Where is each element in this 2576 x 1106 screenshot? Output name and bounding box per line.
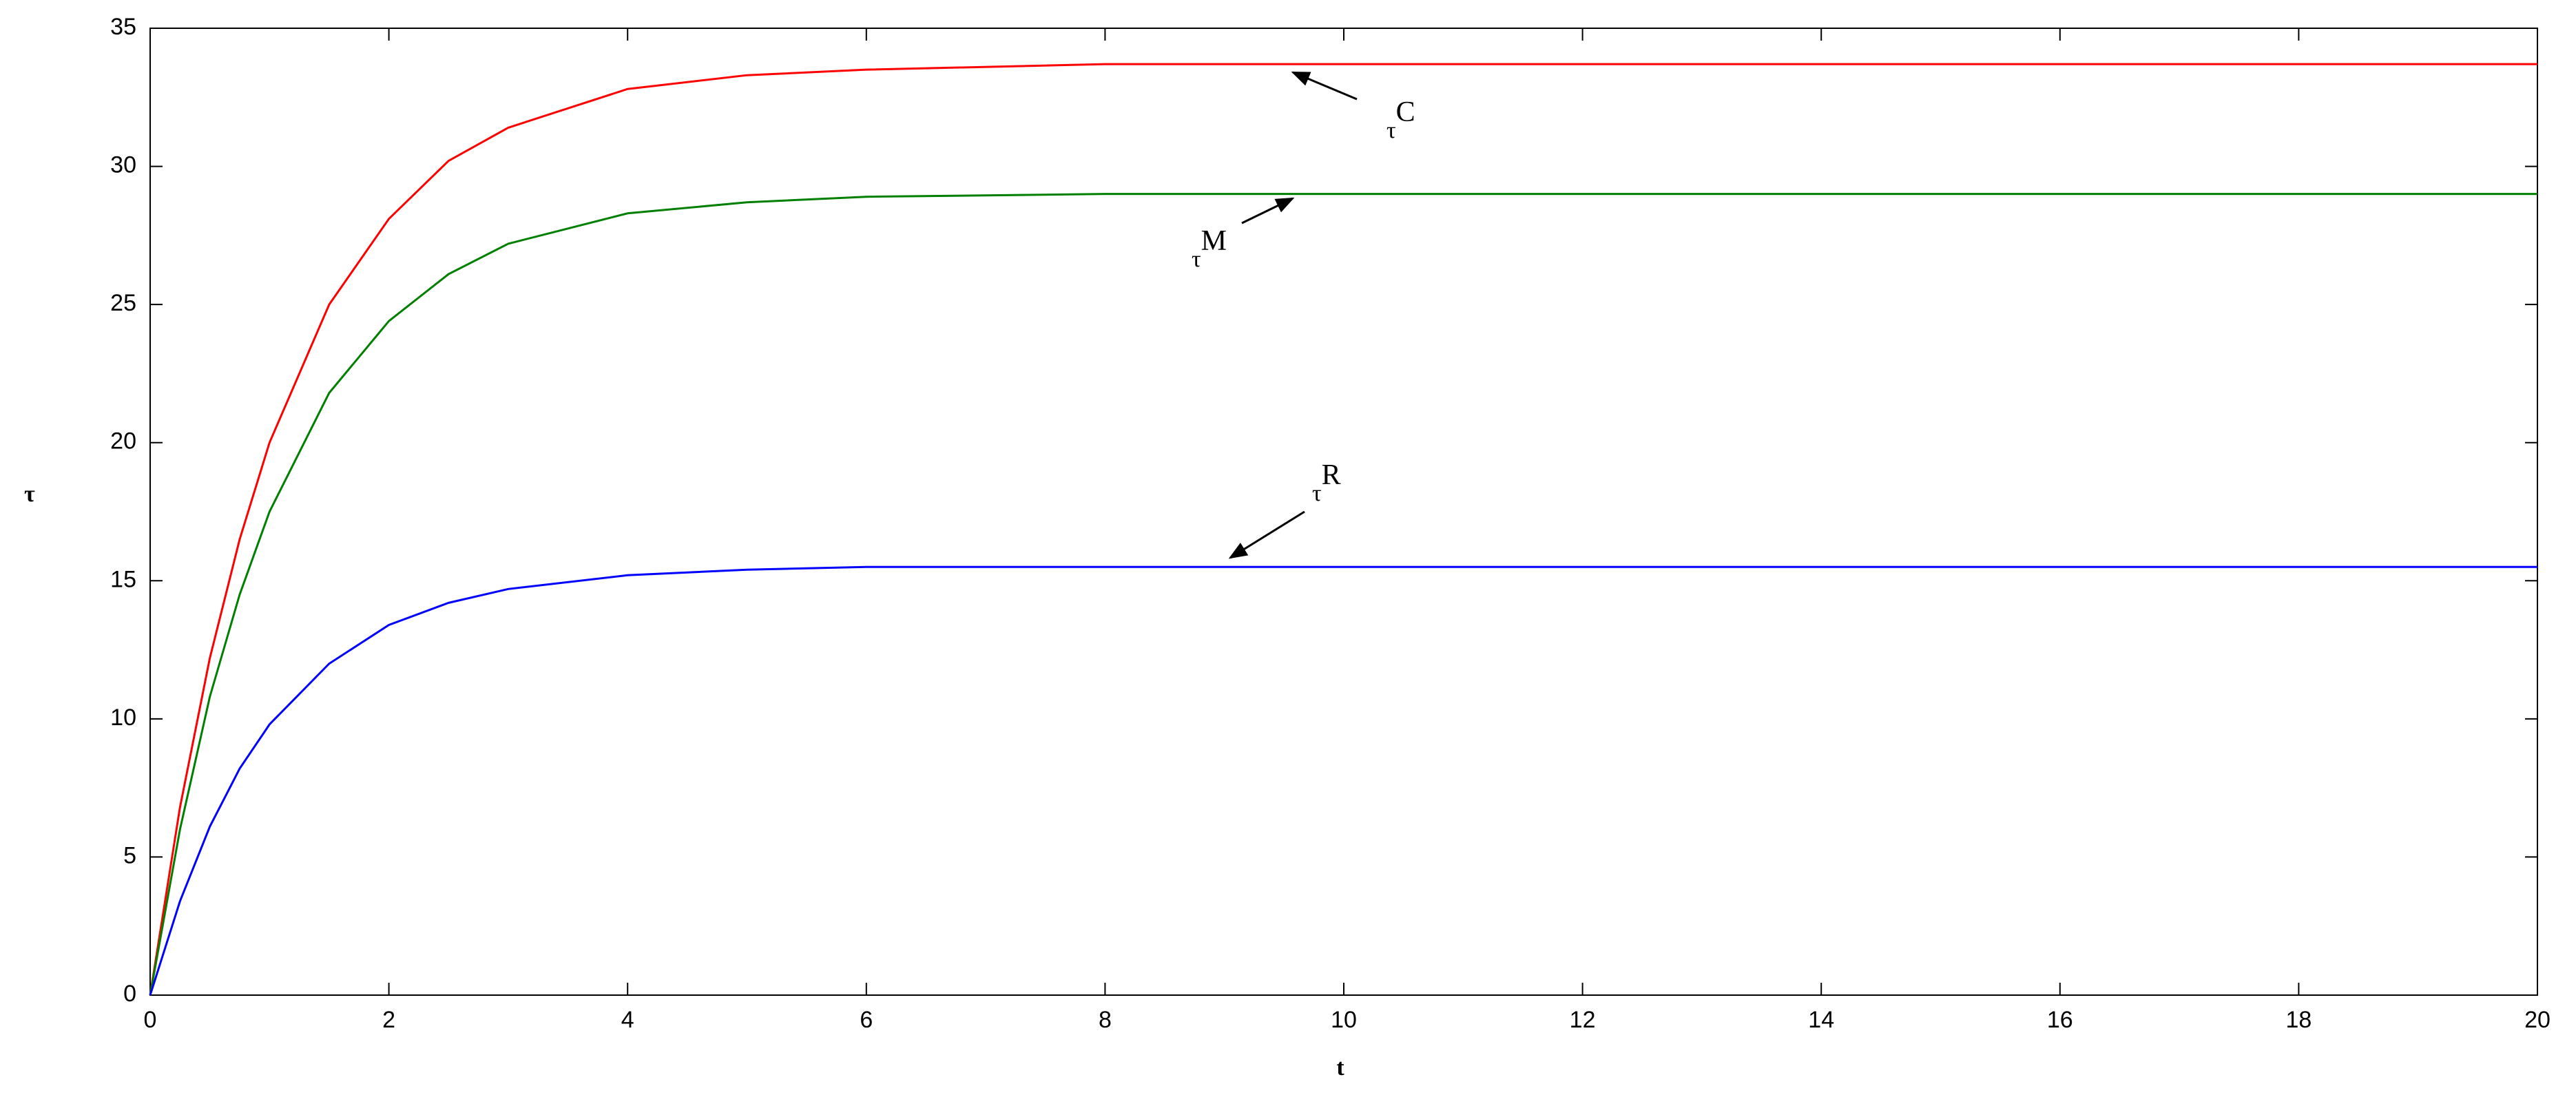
annotation-superscript: C xyxy=(1396,96,1415,128)
y-tick-label: 25 xyxy=(110,290,136,316)
y-tick-label: 5 xyxy=(123,842,136,868)
arrow xyxy=(1241,197,1295,225)
series-line xyxy=(149,565,2537,996)
x-axis-label: t xyxy=(1336,1055,1344,1081)
plot-frame xyxy=(149,28,2538,996)
annotation-superscript: M xyxy=(1201,225,1227,257)
arrow xyxy=(1228,510,1305,559)
y-tick-label: 0 xyxy=(123,981,136,1007)
annotation: τR xyxy=(1312,459,1341,506)
x-tick-label: 0 xyxy=(144,1007,157,1033)
y-tick-label: 30 xyxy=(110,152,136,178)
x-tick-label: 8 xyxy=(1099,1007,1112,1033)
x-tick-label: 4 xyxy=(621,1007,634,1033)
y-tick-label: 15 xyxy=(110,566,136,592)
annotation: τM xyxy=(1192,225,1227,272)
x-tick-label: 18 xyxy=(2285,1007,2312,1033)
arrow xyxy=(1291,71,1358,101)
annotation-symbol: τ xyxy=(1386,118,1396,143)
series-line xyxy=(149,193,2537,996)
series-line xyxy=(149,63,2537,996)
x-tick-label: 2 xyxy=(382,1007,395,1033)
x-tick-label: 12 xyxy=(1570,1007,1596,1033)
x-tick-label: 6 xyxy=(860,1007,873,1033)
annotation: τC xyxy=(1386,96,1415,143)
annotation-symbol: τ xyxy=(1192,247,1201,272)
x-tick-label: 10 xyxy=(1331,1007,1357,1033)
y-tick-label: 20 xyxy=(110,428,136,455)
y-tick-label: 35 xyxy=(110,14,136,40)
x-tick-label: 16 xyxy=(2047,1007,2073,1033)
y-tick-label: 10 xyxy=(110,705,136,731)
annotation-superscript: R xyxy=(1322,459,1341,491)
y-axis-label: τ xyxy=(24,481,35,507)
x-tick-label: 20 xyxy=(2524,1007,2551,1033)
annotation-symbol: τ xyxy=(1312,481,1322,506)
x-tick-label: 14 xyxy=(1808,1007,1834,1033)
